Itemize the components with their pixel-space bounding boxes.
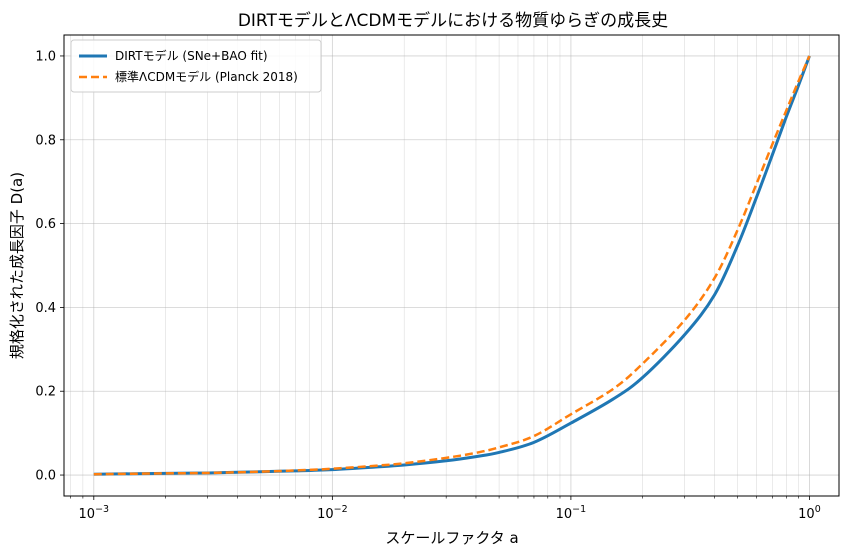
legend: DIRTモデル (SNe+BAO fit) 標準ΛCDMモデル (Planck … (70, 39, 322, 93)
y-tick-label: 0.8 (35, 133, 56, 148)
y-axis: 0.0 0.2 0.4 0.6 0.8 1.0 (35, 49, 64, 484)
x-tick-label: 10−3 (79, 504, 110, 522)
y-tick-label: 0.4 (35, 301, 56, 316)
x-tick-label: 10−1 (556, 504, 587, 522)
legend-box (70, 39, 322, 93)
plot-frame (63, 34, 840, 497)
legend-label-dirt: DIRTモデル (SNe+BAO fit) (115, 48, 268, 63)
x-tick-label: 100 (798, 504, 821, 522)
x-tick-label: 10−2 (317, 504, 348, 522)
x-axis: 10−3 10−2 10−1 100 (70, 496, 821, 522)
y-tick-label: 0.0 (35, 469, 56, 484)
series-layer (93, 55, 811, 476)
y-tick-label: 0.2 (35, 385, 56, 400)
x-axis-label: スケールファクタ a (385, 529, 518, 547)
y-axis-label: 規格化された成長因子 D(a) (8, 172, 26, 359)
series-line-lcdm (93, 55, 811, 476)
series-line-dirt (93, 55, 811, 476)
legend-label-lcdm: 標準ΛCDMモデル (Planck 2018) (115, 69, 298, 84)
y-tick-label: 0.6 (35, 217, 56, 232)
grid (64, 35, 839, 496)
chart-title: DIRTモデルとΛCDMモデルにおける物質ゆらぎの成長史 (238, 10, 668, 31)
y-tick-label: 1.0 (35, 49, 56, 64)
